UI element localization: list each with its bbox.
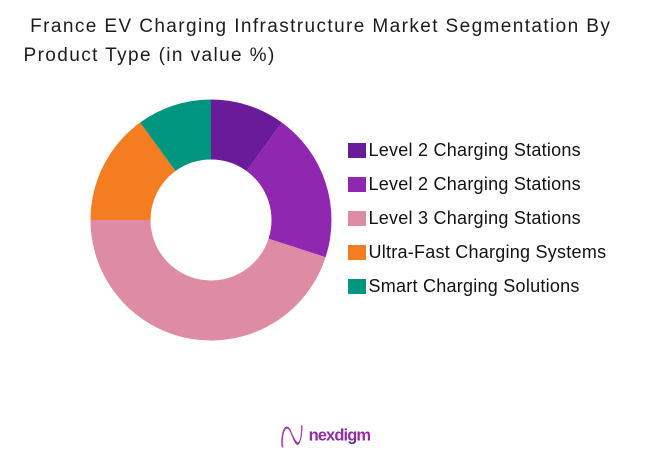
svg-text:nexdigm: nexdigm: [309, 426, 371, 444]
